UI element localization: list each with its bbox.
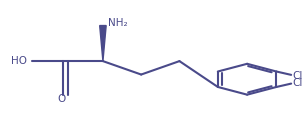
Polygon shape — [100, 25, 106, 61]
Text: Cl: Cl — [292, 71, 303, 81]
Text: NH₂: NH₂ — [108, 18, 128, 28]
Text: Cl: Cl — [292, 78, 303, 88]
Text: O: O — [58, 94, 66, 104]
Text: HO: HO — [11, 56, 27, 66]
